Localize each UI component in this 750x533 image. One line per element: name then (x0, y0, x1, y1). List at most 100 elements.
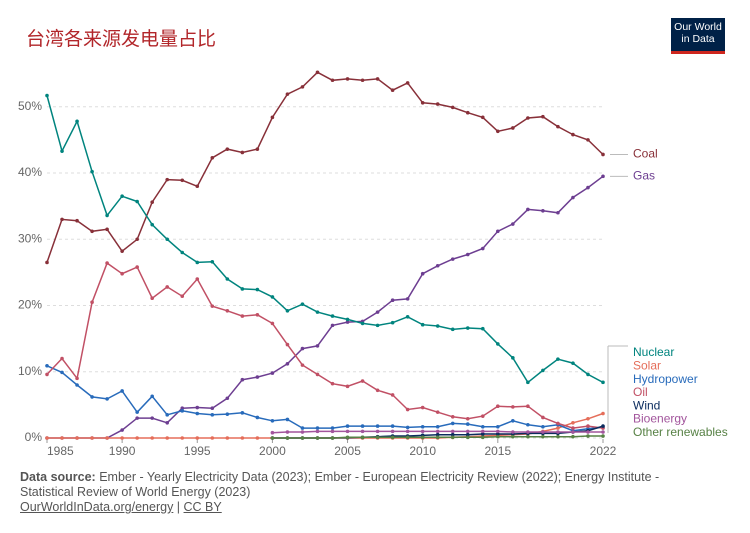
point (240, 377, 245, 382)
point (571, 434, 575, 439)
point (450, 415, 455, 419)
point (300, 302, 305, 306)
point (360, 321, 365, 326)
point (556, 421, 560, 426)
point (270, 371, 275, 375)
point (496, 129, 500, 134)
point (195, 411, 200, 416)
point (435, 263, 440, 268)
point (480, 326, 485, 331)
point (135, 416, 139, 420)
point (75, 218, 79, 223)
footer: Data source: Ember - Yearly Electricity … (20, 470, 660, 514)
y-tick-label: 0% (25, 430, 43, 444)
series-line (46, 261, 604, 429)
point (586, 372, 590, 377)
point (405, 297, 410, 301)
point (390, 424, 395, 428)
point (435, 102, 440, 106)
point (210, 259, 215, 264)
point (526, 430, 530, 434)
point (240, 150, 245, 155)
point (511, 356, 515, 360)
point (360, 424, 365, 428)
point (315, 426, 320, 430)
point (330, 323, 335, 328)
point (90, 169, 94, 174)
point (105, 261, 109, 265)
point (465, 252, 470, 257)
point (45, 93, 49, 98)
point (240, 436, 245, 440)
y-tick-label: 30% (18, 231, 42, 245)
point (465, 110, 470, 115)
logo[interactable]: Our World in Data (671, 18, 725, 54)
legend-label: Wind (633, 398, 660, 412)
point (480, 414, 485, 418)
legend-label: Gas (633, 168, 655, 182)
point (390, 320, 395, 325)
source-label: Data source: (20, 470, 96, 484)
point (60, 436, 64, 440)
point (165, 285, 170, 289)
point (60, 356, 64, 361)
point (601, 174, 605, 179)
point (45, 363, 49, 368)
point (375, 429, 380, 434)
point (315, 436, 320, 440)
point (255, 147, 260, 151)
point (75, 376, 79, 381)
point (165, 436, 170, 440)
point (360, 435, 365, 440)
point (420, 100, 425, 105)
legend-label: Hydropower (633, 372, 698, 386)
point (465, 432, 470, 437)
point (105, 227, 109, 232)
point (450, 429, 455, 434)
point (375, 388, 380, 393)
point (120, 271, 124, 276)
y-tick-label: 10% (18, 364, 42, 378)
point (390, 298, 395, 303)
x-tick-label: 2000 (259, 444, 286, 458)
point (541, 430, 545, 434)
point (526, 404, 530, 409)
point (135, 436, 139, 440)
point (345, 429, 350, 434)
point (420, 405, 425, 410)
point (105, 397, 109, 401)
point (300, 426, 305, 430)
point (165, 420, 170, 425)
point (480, 115, 485, 120)
x-tick-label: 1990 (109, 444, 136, 458)
point (375, 435, 380, 440)
point (285, 436, 290, 440)
legend-label: Bioenergy (633, 412, 687, 426)
point (180, 406, 185, 410)
series-line (46, 71, 604, 263)
point (180, 436, 185, 440)
point (240, 411, 245, 415)
series-line (47, 175, 604, 439)
point (255, 436, 260, 440)
license[interactable]: CC BY (183, 500, 222, 514)
link[interactable]: OurWorldInData.org/energy (20, 500, 174, 514)
point (270, 436, 275, 440)
point (601, 411, 605, 416)
point (405, 314, 410, 319)
point (556, 124, 560, 129)
point (586, 424, 590, 428)
point (180, 250, 185, 255)
point (480, 246, 485, 251)
point (541, 114, 545, 119)
point (150, 296, 154, 301)
point (90, 395, 94, 399)
point (285, 430, 290, 434)
point (300, 346, 305, 351)
point (135, 265, 139, 269)
point (150, 394, 154, 399)
point (270, 295, 275, 299)
point (195, 260, 200, 265)
point (586, 430, 590, 434)
